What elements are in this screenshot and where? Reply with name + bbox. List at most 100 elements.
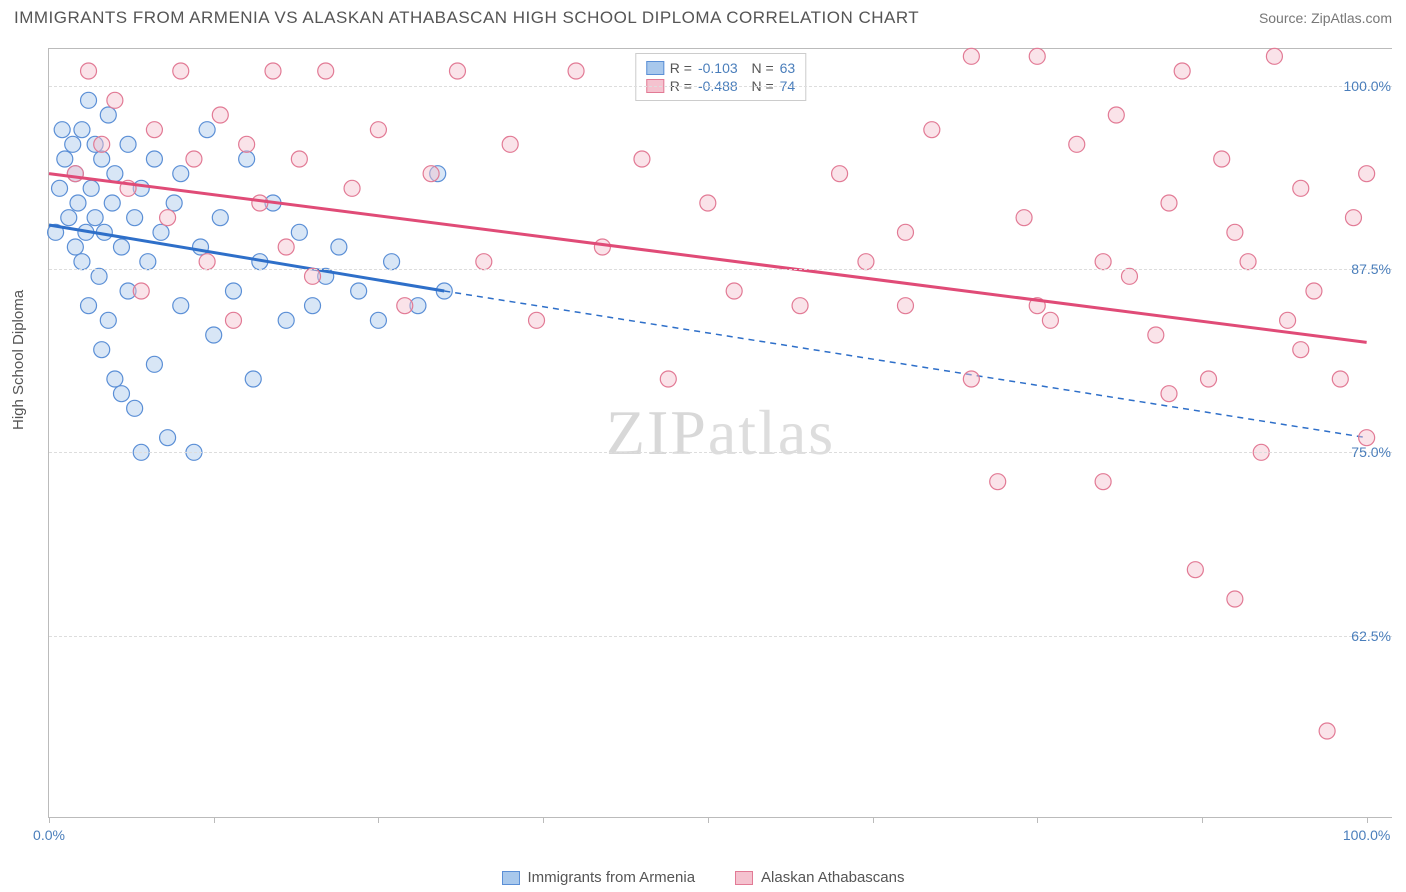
- scatter-point-athabascan: [1187, 562, 1203, 578]
- scatter-point-athabascan: [278, 239, 294, 255]
- scatter-point-athabascan: [423, 166, 439, 182]
- scatter-point-athabascan: [1161, 386, 1177, 402]
- scatter-point-athabascan: [1214, 151, 1230, 167]
- scatter-point-athabascan: [160, 210, 176, 226]
- gridline-h: [49, 269, 1392, 270]
- scatter-point-armenia: [94, 342, 110, 358]
- scatter-point-athabascan: [1108, 107, 1124, 123]
- scatter-point-athabascan: [476, 254, 492, 270]
- scatter-point-armenia: [278, 312, 294, 328]
- scatter-point-athabascan: [1121, 268, 1137, 284]
- scatter-point-athabascan: [146, 122, 162, 138]
- scatter-point-athabascan: [1161, 195, 1177, 211]
- scatter-point-athabascan: [252, 195, 268, 211]
- scatter-point-armenia: [146, 151, 162, 167]
- legend-correlation-box: R = -0.103 N = 63R = -0.488 N = 74: [635, 53, 806, 101]
- scatter-point-armenia: [70, 195, 86, 211]
- scatter-point-athabascan: [305, 268, 321, 284]
- scatter-point-athabascan: [963, 371, 979, 387]
- legend-bottom: Immigrants from Armenia Alaskan Athabasca…: [0, 869, 1406, 886]
- scatter-point-athabascan: [832, 166, 848, 182]
- ytick-label: 75.0%: [1331, 444, 1391, 460]
- scatter-point-athabascan: [186, 151, 202, 167]
- scatter-point-armenia: [81, 298, 97, 314]
- xtick: [873, 817, 874, 823]
- scatter-point-athabascan: [81, 63, 97, 79]
- scatter-point-armenia: [104, 195, 120, 211]
- scatter-point-athabascan: [897, 224, 913, 240]
- scatter-point-athabascan: [1201, 371, 1217, 387]
- scatter-point-athabascan: [1016, 210, 1032, 226]
- scatter-point-armenia: [351, 283, 367, 299]
- legend-label: Immigrants from Armenia: [528, 869, 696, 886]
- scatter-point-athabascan: [1359, 166, 1375, 182]
- scatter-point-armenia: [212, 210, 228, 226]
- scatter-point-armenia: [239, 151, 255, 167]
- scatter-point-armenia: [81, 92, 97, 108]
- legend-swatch-armenia: [646, 61, 664, 75]
- scatter-point-armenia: [74, 122, 90, 138]
- scatter-point-armenia: [166, 195, 182, 211]
- yaxis-title: High School Diploma: [10, 290, 27, 430]
- scatter-point-athabascan: [1293, 342, 1309, 358]
- scatter-point-armenia: [113, 386, 129, 402]
- ytick-label: 100.0%: [1331, 78, 1391, 94]
- source-label: Source: ZipAtlas.com: [1259, 10, 1392, 26]
- scatter-point-armenia: [54, 122, 70, 138]
- ytick-label: 62.5%: [1331, 628, 1391, 644]
- scatter-point-athabascan: [858, 254, 874, 270]
- scatter-point-athabascan: [318, 63, 334, 79]
- scatter-point-armenia: [107, 166, 123, 182]
- scatter-point-athabascan: [199, 254, 215, 270]
- scatter-point-athabascan: [449, 63, 465, 79]
- scatter-point-armenia: [61, 210, 77, 226]
- xtick: [49, 817, 50, 823]
- scatter-point-athabascan: [634, 151, 650, 167]
- scatter-point-armenia: [199, 122, 215, 138]
- scatter-point-armenia: [384, 254, 400, 270]
- scatter-point-athabascan: [212, 107, 228, 123]
- scatter-point-athabascan: [726, 283, 742, 299]
- xtick: [1202, 817, 1203, 823]
- scatter-point-athabascan: [1227, 591, 1243, 607]
- scatter-point-athabascan: [700, 195, 716, 211]
- legend-n-label: N =: [744, 60, 774, 76]
- scatter-point-athabascan: [963, 48, 979, 64]
- scatter-point-athabascan: [1174, 63, 1190, 79]
- scatter-point-athabascan: [568, 63, 584, 79]
- scatter-point-armenia: [206, 327, 222, 343]
- legend-n-value: 63: [780, 60, 796, 76]
- xtick-label: 100.0%: [1343, 827, 1390, 843]
- chart-title: IMMIGRANTS FROM ARMENIA VS ALASKAN ATHAB…: [14, 8, 919, 28]
- scatter-point-athabascan: [225, 312, 241, 328]
- gridline-h: [49, 86, 1392, 87]
- scatter-point-armenia: [173, 166, 189, 182]
- scatter-point-athabascan: [1069, 136, 1085, 152]
- scatter-point-armenia: [127, 400, 143, 416]
- xtick-label: 0.0%: [33, 827, 65, 843]
- scatter-point-athabascan: [370, 122, 386, 138]
- scatter-point-athabascan: [594, 239, 610, 255]
- scatter-point-athabascan: [173, 63, 189, 79]
- scatter-point-armenia: [87, 210, 103, 226]
- scatter-point-athabascan: [107, 92, 123, 108]
- scatter-point-athabascan: [1359, 430, 1375, 446]
- scatter-point-armenia: [153, 224, 169, 240]
- legend-label: Alaskan Athabascans: [761, 869, 904, 886]
- scatter-point-armenia: [52, 180, 68, 196]
- scatter-point-armenia: [173, 298, 189, 314]
- scatter-point-armenia: [225, 283, 241, 299]
- scatter-point-athabascan: [897, 298, 913, 314]
- scatter-point-armenia: [140, 254, 156, 270]
- scatter-point-armenia: [146, 356, 162, 372]
- scatter-point-armenia: [100, 312, 116, 328]
- scatter-plot-svg: [49, 49, 1392, 817]
- scatter-point-armenia: [370, 312, 386, 328]
- legend-swatch-athabascan: [735, 871, 753, 885]
- gridline-h: [49, 452, 1392, 453]
- scatter-point-armenia: [57, 151, 73, 167]
- scatter-point-armenia: [331, 239, 347, 255]
- scatter-point-athabascan: [529, 312, 545, 328]
- legend-r-label: R =: [670, 60, 692, 76]
- xtick: [1037, 817, 1038, 823]
